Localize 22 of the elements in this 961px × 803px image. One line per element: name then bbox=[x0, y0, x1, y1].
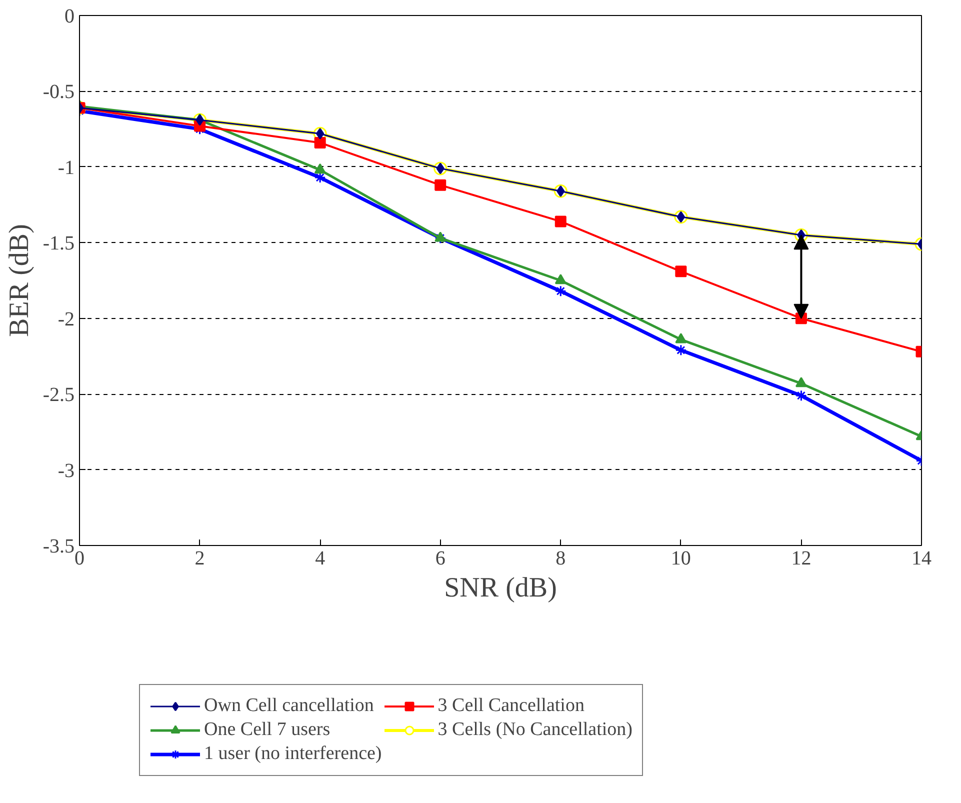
legend-label: Own Cell cancellation bbox=[204, 695, 374, 717]
y-tick-label: 0 bbox=[64, 6, 74, 28]
x-tick-label: 2 bbox=[194, 548, 205, 570]
x-tick-label: 6 bbox=[435, 548, 446, 570]
y-tick-label: -3 bbox=[58, 460, 75, 482]
legend-label: 3 Cell Cancellation bbox=[438, 695, 584, 717]
x-tick-label: 4 bbox=[315, 548, 326, 570]
legend-label: 1 user (no interference) bbox=[204, 743, 382, 765]
x-tick-label: 14 bbox=[912, 548, 932, 570]
y-tick-label: -1 bbox=[58, 156, 75, 179]
y-tick-label: -0.5 bbox=[42, 81, 75, 104]
y-axis-title: BER (dB) bbox=[4, 224, 35, 337]
x-tick-label: 10 bbox=[670, 548, 691, 570]
legend-label: 3 Cells (No Cancellation) bbox=[438, 719, 632, 741]
x-tick-label: 8 bbox=[556, 548, 566, 570]
x-tick-label: 12 bbox=[791, 548, 812, 570]
y-tick-label: -3.5 bbox=[42, 536, 75, 558]
y-tick-label: -2 bbox=[58, 308, 75, 330]
y-tick-label: -1.5 bbox=[42, 232, 75, 255]
x-axis-title: SNR (dB) bbox=[444, 572, 557, 604]
y-tick-label: -2.5 bbox=[42, 384, 75, 406]
legend-label: One Cell 7 users bbox=[204, 719, 330, 741]
